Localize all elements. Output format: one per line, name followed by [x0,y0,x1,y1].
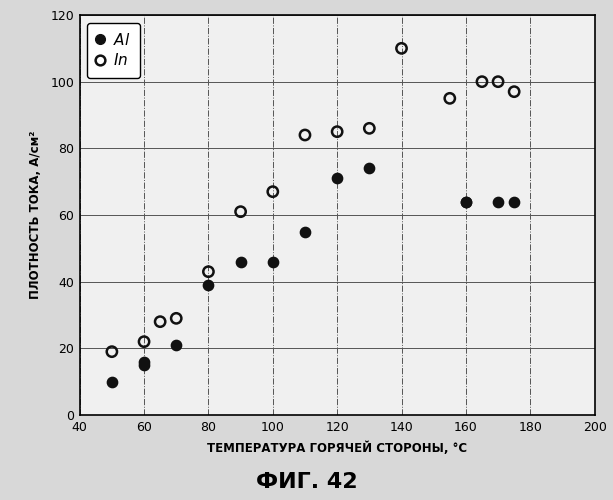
Text: ФИГ. 42: ФИГ. 42 [256,472,357,492]
Al [204,281,213,289]
Al [493,198,503,205]
Al [236,258,246,266]
Al [268,258,278,266]
In [139,338,149,345]
In [107,348,117,356]
In [397,44,406,52]
X-axis label: ТЕМПЕРАТУРА ГОРЯЧЕЙ СТОРОНЫ, °C: ТЕМПЕРАТУРА ГОРЯЧЕЙ СТОРОНЫ, °C [207,442,467,456]
Al [332,174,342,182]
In [268,188,278,196]
Al [139,358,149,366]
In [365,124,375,132]
In [172,314,181,322]
Al [300,228,310,235]
In [445,94,455,102]
Al [509,198,519,205]
In [300,131,310,139]
Legend: $Al$, $In$: $Al$, $In$ [87,22,140,78]
In [509,88,519,96]
Al [172,341,181,349]
Al [365,164,375,172]
In [204,268,213,276]
Al [107,378,117,386]
In [477,78,487,86]
In [332,128,342,136]
Al [461,198,471,205]
In [493,78,503,86]
Y-axis label: ПЛОТНОСТЬ ТОКА, А/см²: ПЛОТНОСТЬ ТОКА, А/см² [29,131,42,299]
In [155,318,165,326]
Al [139,361,149,369]
In [236,208,246,216]
Al [461,198,471,205]
